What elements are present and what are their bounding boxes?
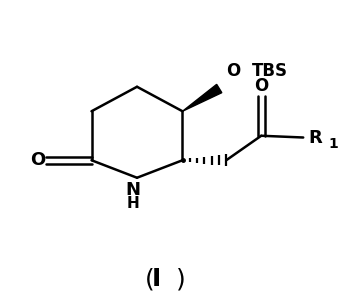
Text: TBS: TBS — [252, 62, 288, 80]
Text: 1: 1 — [328, 137, 338, 151]
Polygon shape — [183, 84, 222, 111]
Text: O: O — [30, 151, 45, 169]
Text: O: O — [226, 62, 240, 80]
Text: O: O — [254, 77, 268, 95]
Text: I: I — [152, 267, 161, 291]
Text: R: R — [309, 128, 322, 147]
Text: (: ( — [145, 267, 155, 291]
Text: H: H — [126, 196, 139, 211]
Text: N: N — [125, 181, 140, 199]
Text: ): ) — [175, 267, 185, 291]
